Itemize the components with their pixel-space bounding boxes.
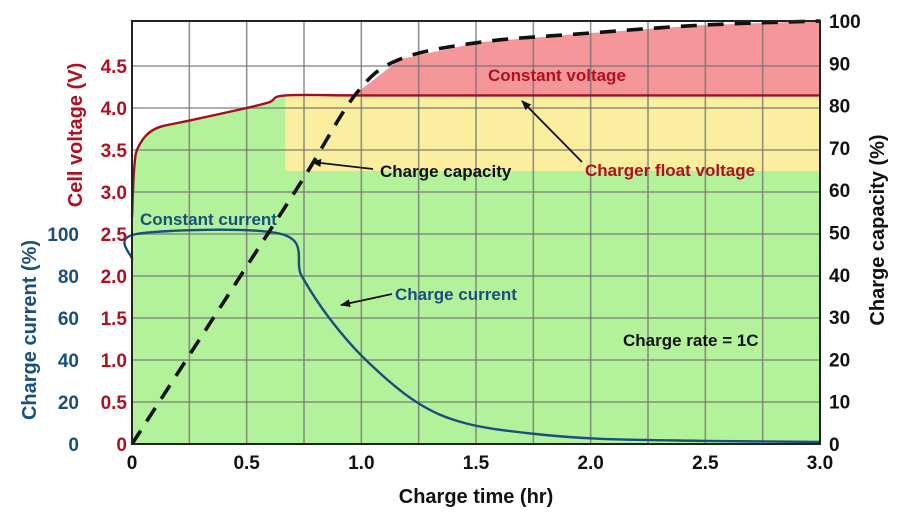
label-charge-current: Charge current [395, 285, 517, 304]
capacity-axis-title: Charge capacity (%) [867, 134, 889, 325]
voltage-tick: 2.0 [101, 267, 127, 288]
capacity-tick: 10 [829, 393, 850, 414]
voltage-tick: 3.5 [101, 141, 128, 162]
current-tick: 100 [47, 225, 79, 246]
current-line [123, 228, 821, 444]
capacity-tick: 60 [829, 181, 850, 202]
label-charge-rate: Charge rate = 1C [623, 331, 759, 350]
current-tick: 0 [68, 435, 79, 456]
arrow-float-voltage [521, 100, 583, 163]
grid-lines [132, 21, 820, 444]
voltage-tick: 2.5 [101, 225, 128, 246]
capacity-tick: 80 [829, 97, 850, 118]
voltage-tick: 1.0 [101, 351, 127, 372]
voltage-line [130, 93, 820, 218]
arrow-charge-current [340, 293, 393, 308]
x-tick: 0.5 [233, 453, 260, 474]
label-constant-voltage: Constant voltage [488, 66, 626, 85]
capacity-tick: 100 [829, 12, 861, 33]
current-tick: 20 [58, 393, 79, 414]
x-tick: 2.5 [692, 453, 719, 474]
x-tick: 1.5 [463, 453, 490, 474]
x-tick: 3.0 [807, 453, 833, 474]
capacity-line [130, 19, 821, 445]
voltage-tick: 3.0 [101, 183, 127, 204]
axis-ticks: 0 0.5 1.0 1.5 2.0 2.5 3.000.51.01.52.02.53.03.… [47, 12, 860, 474]
constant-voltage-region [356, 21, 820, 96]
label-constant-current: Constant current [140, 210, 277, 229]
capacity-tick: 90 [829, 54, 850, 75]
capacity-tick: 50 [829, 224, 850, 245]
current-tick: 80 [58, 267, 79, 288]
voltage-axis-title: Cell voltage (V) [65, 63, 87, 207]
x-tick: 1.0 [348, 453, 374, 474]
label-charger-float-voltage: Charger float voltage [585, 161, 755, 180]
label-charge-capacity: Charge capacity [380, 162, 512, 181]
voltage-tick: 4.5 [101, 57, 128, 78]
voltage-tick: 4.0 [101, 99, 127, 120]
voltage-tick: 0.5 [101, 393, 128, 414]
current-axis-title: Charge current (%) [19, 240, 41, 420]
capacity-tick: 30 [829, 308, 850, 329]
annotations: Constant current Constant voltage Charge… [140, 66, 759, 350]
current-tick: 60 [58, 309, 79, 330]
plot-frame [131, 20, 821, 445]
capacity-tick: 70 [829, 139, 850, 160]
capacity-tick: 20 [829, 350, 850, 371]
arrow-charge-capacity [311, 159, 374, 170]
x-axis-title: Charge time (hr) [399, 486, 553, 508]
voltage-tick: 0 [116, 435, 127, 456]
voltage-tick: 1.5 [101, 309, 128, 330]
data-series [123, 19, 821, 445]
x-tick: 0 [127, 453, 138, 474]
current-tick: 40 [58, 351, 79, 372]
x-tick: 2.0 [577, 453, 603, 474]
capacity-tick: 0 [829, 435, 840, 456]
capacity-tick: 40 [829, 266, 850, 287]
